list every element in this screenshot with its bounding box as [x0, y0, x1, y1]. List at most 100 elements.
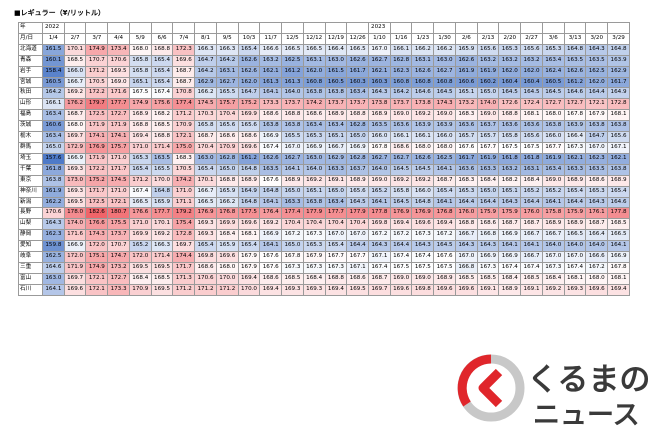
price-cell: 168.6 — [215, 131, 239, 143]
price-cell: 163.8 — [42, 174, 65, 187]
price-cell: 169.2 — [411, 174, 435, 187]
price-cell: 169.4 — [324, 283, 348, 296]
price-cell: 164.9 — [237, 185, 261, 198]
price-cell: 168.7 — [498, 218, 522, 231]
price-cell: 163.8 — [302, 87, 326, 100]
price-cell: 167.2 — [585, 261, 609, 274]
empty-cell — [172, 22, 196, 34]
price-cell: 169.4 — [433, 218, 456, 231]
price-cell: 165.2 — [368, 185, 391, 198]
price-cell: 168.9 — [237, 174, 261, 187]
logo-arc — [457, 354, 492, 407]
price-cell: 171.0 — [107, 185, 130, 198]
price-cell: 174.5 — [107, 174, 130, 187]
price-cell: 167.5 — [498, 141, 522, 154]
price-cell: 171.0 — [128, 218, 152, 231]
price-cell: 168.8 — [454, 218, 478, 231]
price-cell: 164.3 — [368, 87, 391, 100]
price-cell: 166.4 — [563, 131, 587, 143]
price-cell: 175.8 — [541, 207, 565, 220]
price-cell: 171.2 — [194, 283, 217, 296]
price-cell: 174.0 — [476, 98, 500, 111]
price-cell: 177.5 — [237, 207, 261, 220]
price-cell: 165.1 — [454, 87, 478, 100]
price-cell: 172.2 — [85, 163, 109, 176]
price-cell: 168.7 — [194, 131, 217, 143]
empty-cell — [607, 22, 630, 34]
date-cell: 2/27 — [520, 32, 543, 45]
price-cell: 168.9 — [498, 283, 522, 296]
price-cell: 173.7 — [281, 98, 304, 111]
price-cell: 178.0 — [63, 207, 87, 220]
price-cell: 169.8 — [411, 283, 435, 296]
price-cell: 166.2 — [194, 87, 217, 100]
date-label: 月/日 — [18, 32, 43, 45]
price-cell: 165.8 — [128, 54, 152, 67]
date-cell: 2/13 — [476, 32, 500, 45]
price-cell: 172.4 — [520, 98, 543, 111]
data-row: 神奈川 161.9 169.3 171.7 171.0 167.4 164.8 171.0 16… — [18, 185, 630, 198]
price-cell: 168.3 — [172, 152, 196, 165]
price-cell: 164.1 — [433, 196, 456, 209]
prefecture-name: 秋田 — [18, 87, 43, 100]
price-cell: 171.6 — [63, 229, 87, 242]
price-cell: 167.1 — [607, 141, 630, 154]
price-cell: 165.0 — [476, 87, 500, 100]
price-cell: 172.8 — [172, 229, 196, 242]
price-cell: 167.3 — [302, 261, 326, 274]
price-cell: 169.6 — [411, 218, 435, 231]
price-cell: 166.1 — [389, 131, 413, 143]
data-row: 茨城 160.6 168.0 171.9 171.9 168.8 168.5 170.9 165… — [18, 120, 630, 133]
price-cell: 162.6 — [411, 152, 435, 165]
price-cell: 165.4 — [150, 65, 174, 78]
price-cell: 169.5 — [150, 283, 174, 296]
price-cell: 167.3 — [563, 141, 587, 154]
price-cell: 168.7 — [368, 272, 391, 285]
price-cell: 164.2 — [215, 54, 239, 67]
price-cell: 165.2 — [128, 240, 152, 253]
price-cell: 169.0 — [389, 272, 413, 285]
price-cell: 161.5 — [42, 43, 65, 56]
price-cell: 167.4 — [259, 141, 283, 154]
price-cell: 162.0 — [237, 76, 261, 89]
empty-cell — [281, 22, 304, 34]
price-cell: 173.8 — [368, 98, 391, 111]
price-cell: 168.5 — [454, 272, 478, 285]
price-cell: 164.1 — [259, 87, 283, 100]
price-cell: 161.2 — [281, 65, 304, 78]
price-cell: 165.0 — [215, 163, 239, 176]
price-cell: 164.5 — [520, 87, 543, 100]
price-cell: 166.4 — [585, 229, 609, 242]
price-cell: 166.7 — [194, 185, 217, 198]
price-cell: 164.7 — [194, 54, 217, 67]
price-cell: 162.7 — [215, 76, 239, 89]
price-cell: 175.7 — [107, 141, 130, 154]
price-cell: 168.6 — [346, 272, 370, 285]
data-row: 愛知 159.8 166.9 172.0 170.7 165.2 166.3 169.7 165… — [18, 240, 630, 253]
price-cell: 161.9 — [454, 65, 478, 78]
prefecture-name: 山形 — [18, 98, 43, 111]
price-cell: 170.6 — [42, 207, 65, 220]
price-cell: 168.4 — [520, 174, 543, 187]
price-cell: 165.0 — [281, 185, 304, 198]
price-cell: 164.1 — [607, 240, 630, 253]
price-cell: 162.3 — [389, 65, 413, 78]
price-cell: 167.6 — [259, 251, 283, 263]
price-cell: 170.4 — [346, 218, 370, 231]
price-cell: 168.4 — [215, 229, 239, 242]
date-cell: 1/16 — [389, 32, 413, 45]
price-cell: 173.7 — [346, 98, 370, 111]
data-row: 三重 164.6 171.9 174.9 173.2 169.5 169.5 171.7 168… — [18, 261, 630, 274]
price-cell: 165.0 — [476, 185, 500, 198]
price-cell: 168.1 — [607, 272, 630, 285]
price-cell: 166.5 — [281, 43, 304, 56]
table-title: ■レギュラー（¥/リットル） — [14, 9, 106, 17]
price-cell: 166.9 — [259, 229, 283, 242]
price-cell: 165.2 — [541, 185, 565, 198]
price-cell: 163.1 — [215, 65, 239, 78]
price-cell: 168.0 — [541, 109, 565, 122]
price-cell: 169.0 — [541, 174, 565, 187]
price-cell: 166.8 — [454, 261, 478, 274]
price-cell: 162.5 — [585, 65, 609, 78]
price-cell: 173.8 — [411, 98, 435, 111]
